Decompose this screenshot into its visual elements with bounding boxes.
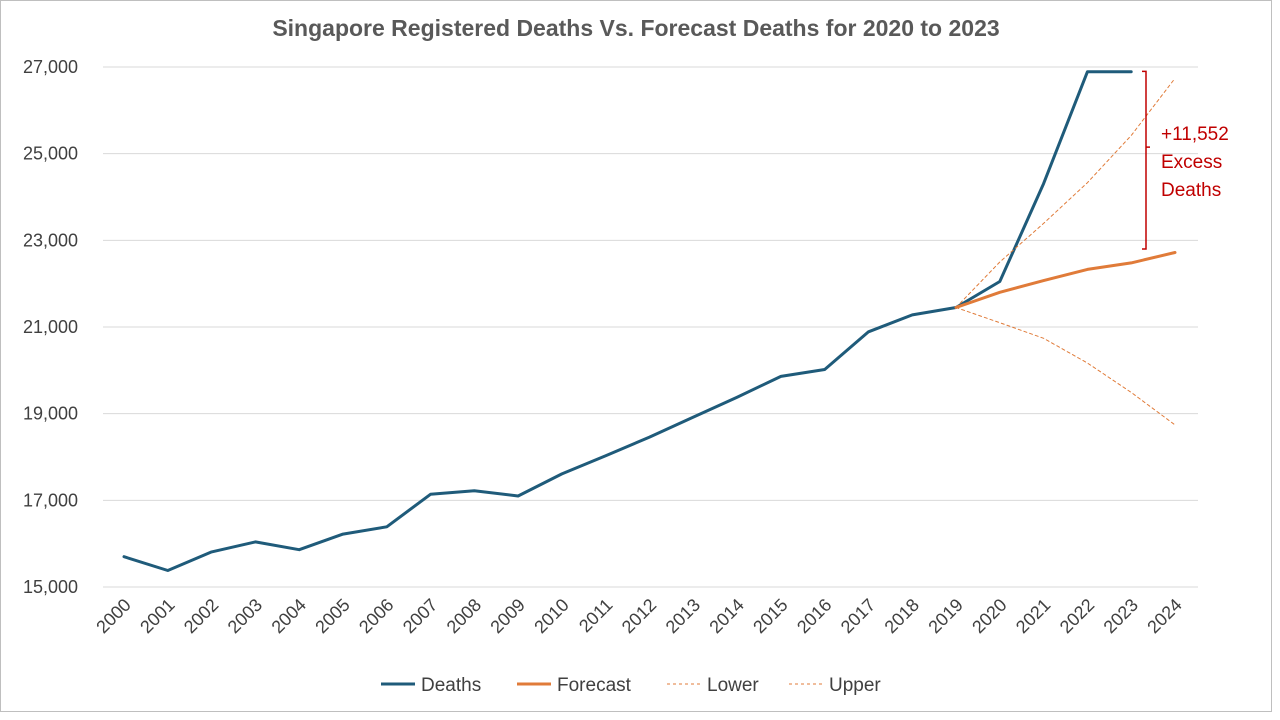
x-tick-label: 2018	[881, 595, 923, 637]
series-lines	[122, 70, 1177, 572]
x-tick-label: 2008	[443, 595, 485, 637]
x-tick-label: 2009	[486, 595, 528, 637]
annotation-text: Deaths	[1161, 180, 1221, 201]
series-line-forecast	[954, 251, 1177, 309]
y-axis-ticks: 15,000 17,000 19,000 21,000 23,000 25,000 27,0…	[23, 57, 78, 597]
x-tick-label: 2006	[355, 595, 397, 637]
x-tick-label: 2015	[749, 595, 791, 637]
y-tick-label: 19,000	[23, 404, 78, 424]
x-tick-label: 2003	[224, 595, 266, 637]
annotation-text: Excess	[1161, 152, 1222, 173]
annotation-text: +11,552	[1161, 124, 1229, 145]
legend-label: Lower	[707, 675, 759, 696]
x-tick-label: 2011	[575, 595, 617, 637]
y-tick-label: 15,000	[23, 577, 78, 597]
x-tick-label: 2007	[399, 595, 441, 637]
chart-title: Singapore Registered Deaths Vs. Forecast…	[272, 15, 999, 41]
x-tick-label: 2016	[793, 595, 835, 637]
x-tick-label: 2000	[92, 595, 134, 637]
x-tick-label: 2005	[311, 595, 353, 637]
x-tick-label: 2001	[136, 595, 178, 637]
series-line-lower	[955, 307, 1176, 426]
x-tick-label: 2004	[268, 595, 310, 637]
series-line-upper	[955, 77, 1176, 308]
x-tick-label: 2017	[837, 595, 879, 637]
legend-label: Deaths	[421, 675, 481, 696]
gridlines	[103, 66, 1198, 588]
x-tick-label: 2024	[1143, 595, 1185, 637]
x-tick-label: 2020	[968, 595, 1010, 637]
x-tick-label: 2010	[530, 595, 572, 637]
legend-label: Forecast	[557, 675, 632, 696]
x-tick-label: 2002	[180, 595, 222, 637]
x-axis-ticks: 2000 2001 2002 2003 2004 2005 2006 2007 2008 2009…	[92, 595, 1185, 637]
excess-deaths-annotation: +11,552 Excess Deaths	[1142, 70, 1229, 250]
legend-label: Upper	[829, 675, 881, 696]
x-tick-label: 2023	[1100, 595, 1142, 637]
x-tick-label: 2019	[924, 595, 966, 637]
y-tick-label: 27,000	[23, 57, 78, 77]
x-tick-label: 2013	[662, 595, 704, 637]
x-tick-label: 2021	[1012, 595, 1054, 637]
x-tick-label: 2022	[1056, 595, 1098, 637]
x-tick-label: 2012	[618, 595, 660, 637]
excess-bracket	[1142, 70, 1150, 250]
y-tick-label: 23,000	[23, 230, 78, 250]
y-tick-label: 17,000	[23, 490, 78, 510]
series-line-deaths	[122, 70, 1133, 572]
y-tick-label: 21,000	[23, 317, 78, 337]
x-tick-label: 2014	[705, 595, 747, 637]
y-tick-label: 25,000	[23, 144, 78, 164]
legend: Deaths Forecast Lower Upper	[381, 675, 881, 696]
